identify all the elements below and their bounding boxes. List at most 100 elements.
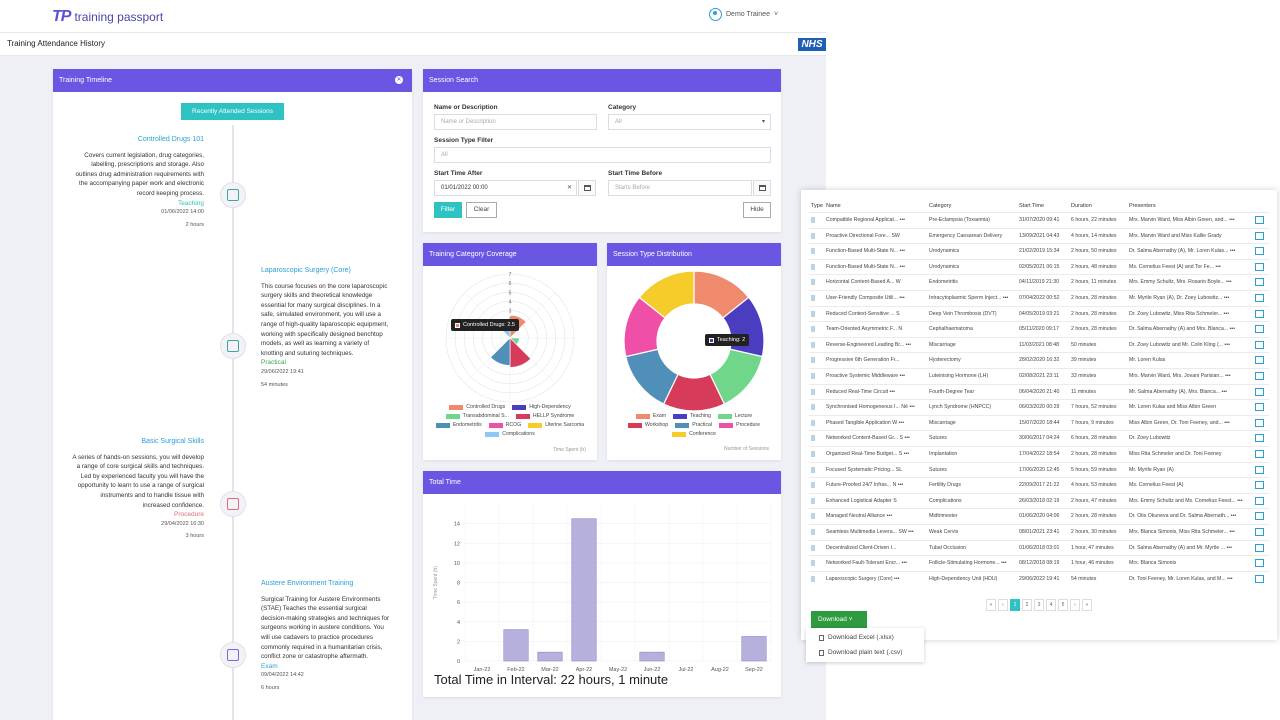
row-download-icon[interactable]: [1255, 387, 1264, 396]
timeline-entry[interactable]: Austere Environment Training Surgical Tr…: [261, 579, 391, 694]
legend-item[interactable]: Exam: [635, 413, 666, 419]
entry-title[interactable]: Basic Surgical Skills: [141, 438, 204, 445]
row-download-icon[interactable]: [1255, 216, 1264, 224]
page-button[interactable]: «: [986, 599, 996, 611]
table-row[interactable]: Reverse-Engineered Leading Br... ••• Misc…: [809, 336, 1269, 353]
start-after-input[interactable]: 01/01/2022 00:00 ✕: [434, 180, 577, 196]
table-row[interactable]: Networked Content-Based Gr... S ••• Sutur…: [809, 430, 1269, 446]
row-download-icon[interactable]: [1255, 294, 1264, 302]
legend-item[interactable]: Procedure: [719, 422, 760, 428]
row-download-icon[interactable]: [1255, 278, 1264, 287]
table-row[interactable]: Reduced Context-Sensitive ... S Deep Vein…: [809, 305, 1269, 322]
row-download-icon[interactable]: [1255, 528, 1264, 536]
row-download-icon[interactable]: [1255, 325, 1264, 334]
legend-item[interactable]: Conference: [672, 431, 716, 437]
download-csv-item[interactable]: Download plain text (.csv): [819, 649, 902, 656]
bar[interactable]: [639, 651, 665, 662]
col-start-time[interactable]: Start Time: [1019, 203, 1045, 209]
clear-icon[interactable]: ✕: [566, 185, 572, 191]
legend-item[interactable]: Workshop: [627, 422, 668, 428]
table-row[interactable]: Horizontal Content-Based A... W Endometri…: [809, 274, 1269, 290]
legend-item[interactable]: Transabdominal S...: [445, 413, 509, 419]
legend-item[interactable]: Endometritis: [435, 422, 482, 428]
close-icon[interactable]: ✕: [395, 76, 403, 84]
page-button[interactable]: 5: [1058, 599, 1068, 611]
entry-title[interactable]: Laparoscopic Surgery (Core): [261, 267, 351, 274]
table-row[interactable]: Function-Based Multi-State N... ••• Urody…: [809, 243, 1269, 259]
page-button[interactable]: 2: [1022, 599, 1032, 611]
recent-sessions-button[interactable]: Recently Attended Sessions: [181, 103, 284, 120]
table-row[interactable]: Decentralized Client-Driven I... Tubal Oc…: [809, 539, 1269, 556]
legend-item[interactable]: HELLP Syndrome: [515, 413, 574, 419]
row-download-icon[interactable]: [1255, 481, 1264, 490]
legend-item[interactable]: Complications: [485, 431, 535, 437]
row-download-icon[interactable]: [1255, 450, 1264, 458]
bar[interactable]: [571, 518, 597, 662]
table-row[interactable]: Enhanced Logistical Adapter S Complicatio…: [809, 492, 1269, 509]
table-row[interactable]: Organized Real-Time Budget... S ••• Impla…: [809, 446, 1269, 462]
timeline-entry[interactable]: Controlled Drugs 101 Covers current legi…: [72, 135, 204, 230]
legend-item[interactable]: Uterine Sarcoma: [528, 422, 584, 428]
logo[interactable]: TP training passport: [52, 8, 163, 26]
entry-title[interactable]: Austere Environment Training: [261, 580, 354, 587]
table-row[interactable]: Phased Tangible Application W ••• Miscarr…: [809, 414, 1269, 431]
row-download-icon[interactable]: [1255, 465, 1264, 474]
row-download-icon[interactable]: [1255, 309, 1264, 318]
page-button[interactable]: »: [1082, 599, 1092, 611]
row-download-icon[interactable]: [1255, 543, 1264, 552]
start-after-calendar[interactable]: [578, 180, 596, 196]
row-download-icon[interactable]: [1255, 356, 1264, 365]
table-row[interactable]: Seamless Multimedia Levera... SW ••• Weak…: [809, 524, 1269, 540]
table-row[interactable]: Proactive Directional Fore... SW Emergenc…: [809, 227, 1269, 244]
col-presenters[interactable]: Presenters: [1129, 203, 1156, 209]
legend-item[interactable]: High-Dependency: [512, 404, 571, 410]
legend-item[interactable]: Teaching: [673, 413, 711, 419]
page-button[interactable]: ›: [1070, 599, 1080, 611]
bar[interactable]: [537, 651, 563, 662]
page-button[interactable]: 1: [1010, 599, 1020, 611]
category-select[interactable]: All ▾: [608, 114, 771, 130]
table-row[interactable]: Compatible Regional Applicat... ••• Pre-E…: [809, 212, 1269, 228]
legend-item[interactable]: Controlled Drugs: [449, 404, 505, 410]
row-download-icon[interactable]: [1255, 340, 1264, 349]
download-excel-item[interactable]: Download Excel (.xlsx): [819, 634, 894, 641]
bar[interactable]: [503, 629, 529, 662]
download-button[interactable]: Download ˅: [811, 611, 867, 628]
table-row[interactable]: Managed Neutral Alliance ••• Midtrimester…: [809, 508, 1269, 524]
page-button[interactable]: 3: [1034, 599, 1044, 611]
user-menu[interactable]: Demo Trainee ˅: [709, 8, 778, 21]
col-name[interactable]: Name: [826, 203, 841, 209]
row-download-icon[interactable]: [1255, 247, 1264, 256]
table-row[interactable]: Progressive 6th Generation Fr... Hysterec…: [809, 352, 1269, 368]
row-download-icon[interactable]: [1255, 496, 1264, 505]
row-download-icon[interactable]: [1255, 403, 1264, 412]
page-button[interactable]: 4: [1046, 599, 1056, 611]
col-duration[interactable]: Duration: [1071, 203, 1092, 209]
donut-slice[interactable]: [638, 270, 695, 319]
polar-slice[interactable]: [490, 337, 511, 366]
legend-item[interactable]: Lecture: [717, 413, 752, 419]
entry-title[interactable]: Controlled Drugs 101: [137, 136, 204, 143]
legend-item[interactable]: Practical: [675, 422, 712, 428]
filter-button[interactable]: Filter: [434, 202, 462, 218]
start-before-input[interactable]: Starts Before: [608, 180, 752, 196]
table-row[interactable]: Proactive Systemic Middleware ••• Luteini…: [809, 368, 1269, 384]
timeline-entry[interactable]: Basic Surgical Skills A series of hands-…: [72, 437, 204, 542]
name-input[interactable]: Name or Description: [434, 114, 597, 130]
row-download-icon[interactable]: [1255, 434, 1264, 443]
table-row[interactable]: Future-Proofed 24/7 Infras... N ••• Ferti…: [809, 477, 1269, 493]
row-download-icon[interactable]: [1255, 559, 1264, 568]
page-button[interactable]: ‹: [998, 599, 1008, 611]
col-type[interactable]: Type: [811, 203, 823, 209]
table-row[interactable]: Focused Systematic Pricing... SL Sutures 1…: [809, 461, 1269, 478]
col-category[interactable]: Category: [929, 203, 952, 209]
start-before-calendar[interactable]: [753, 180, 771, 196]
row-download-icon[interactable]: [1255, 418, 1264, 427]
table-row[interactable]: Laparoscopic Surgery (Core) ••• High-Depe…: [809, 570, 1269, 587]
table-row[interactable]: Networked Fault-Tolerant Encr... ••• Foll…: [809, 555, 1269, 571]
hide-button[interactable]: Hide: [743, 202, 771, 218]
row-download-icon[interactable]: [1255, 231, 1264, 240]
table-row[interactable]: Team-Oriented Asymmetric F... N Cephalhae…: [809, 321, 1269, 337]
session-type-input[interactable]: All: [434, 147, 771, 163]
row-download-icon[interactable]: [1255, 512, 1264, 521]
